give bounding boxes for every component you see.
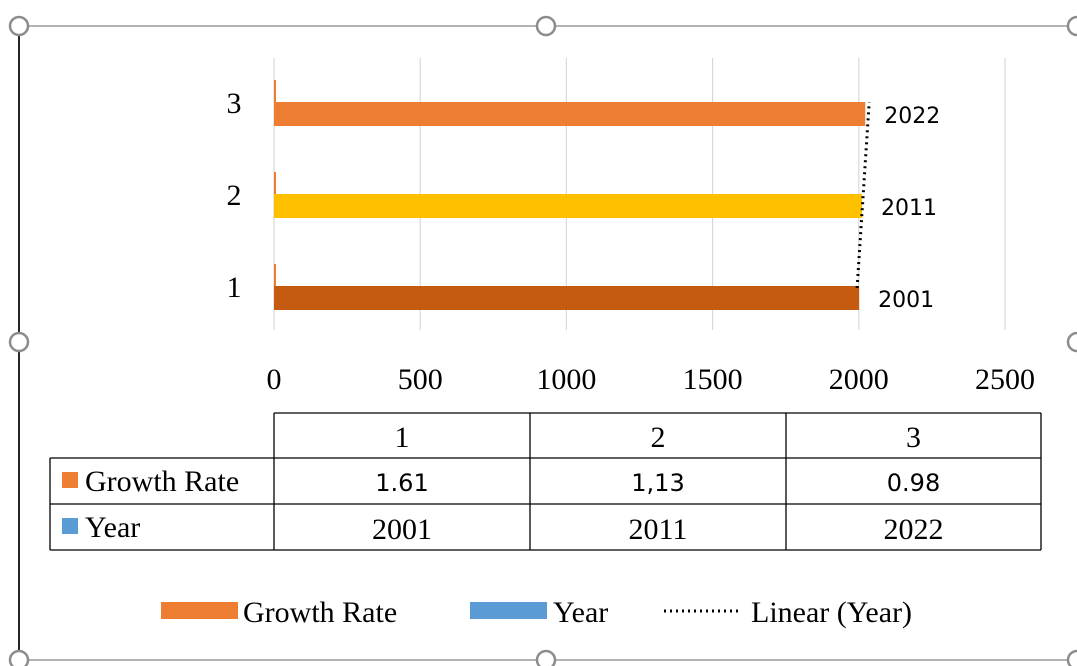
x-axis-labels: 0 500 1000 1500 2000 2500: [267, 363, 1036, 396]
legend-label: Year: [553, 596, 608, 629]
bars: [274, 80, 866, 310]
resize-handle[interactable]: [535, 15, 557, 37]
table-header-cell: 3: [906, 421, 921, 454]
legend-swatch: [470, 602, 547, 619]
bar-growth-rate-1: [274, 264, 276, 286]
y-tick-label: 3: [227, 87, 242, 120]
table-cell: 0.98: [887, 469, 940, 497]
resize-handle[interactable]: [8, 649, 30, 666]
bar-growth-rate-3: [274, 80, 276, 102]
x-tick-label: 1500: [683, 363, 743, 396]
table-row-label: Year: [85, 511, 140, 544]
bar-growth-rate-2: [274, 172, 276, 194]
table-cell: 2011: [629, 513, 688, 546]
x-tick-label: 500: [398, 363, 443, 396]
x-tick-label: 1000: [536, 363, 596, 396]
resize-handle[interactable]: [1066, 331, 1077, 353]
trendline-year: [855, 101, 871, 289]
legend-label: Linear (Year): [751, 596, 912, 629]
data-label: 2001: [878, 288, 934, 313]
bar-year-1: [274, 286, 860, 310]
table-header-cell: 1: [395, 421, 410, 454]
table-cell: 2022: [884, 513, 944, 546]
data-table: 1 2 3 Growth Rate 1.61 1,13 0.98 Year 2001 2011 20…: [49, 412, 1042, 551]
x-tick-label: 2500: [975, 363, 1035, 396]
resize-handle[interactable]: [535, 649, 557, 666]
legend-swatch: [161, 602, 238, 619]
resize-handle[interactable]: [8, 15, 30, 37]
trendline: [855, 101, 871, 289]
resize-handle[interactable]: [8, 331, 30, 353]
legend-key-icon: [62, 518, 78, 534]
table-cell: 2001: [372, 513, 432, 546]
table-cell: 1,13: [631, 469, 684, 497]
resize-handle[interactable]: [1066, 15, 1077, 37]
table-cell: 1.61: [375, 469, 428, 497]
table-row-label: Growth Rate: [85, 465, 239, 498]
y-tick-label: 1: [227, 271, 242, 304]
legend: Growth Rate Year Linear (Year): [161, 596, 912, 629]
resize-handle[interactable]: [1066, 649, 1077, 666]
legend-key-icon: [62, 472, 78, 488]
y-axis-labels: 1 2 3: [227, 87, 242, 304]
data-labels: 2001 2011 2022: [878, 104, 940, 313]
data-label: 2022: [884, 104, 940, 129]
x-tick-label: 2000: [829, 363, 889, 396]
bar-year-3: [274, 102, 866, 126]
x-tick-label: 0: [267, 363, 282, 396]
table-header-cell: 2: [651, 421, 666, 454]
y-tick-label: 2: [227, 179, 242, 212]
legend-label: Growth Rate: [243, 596, 397, 629]
data-label: 2011: [881, 196, 937, 221]
bar-year-2: [274, 194, 863, 218]
